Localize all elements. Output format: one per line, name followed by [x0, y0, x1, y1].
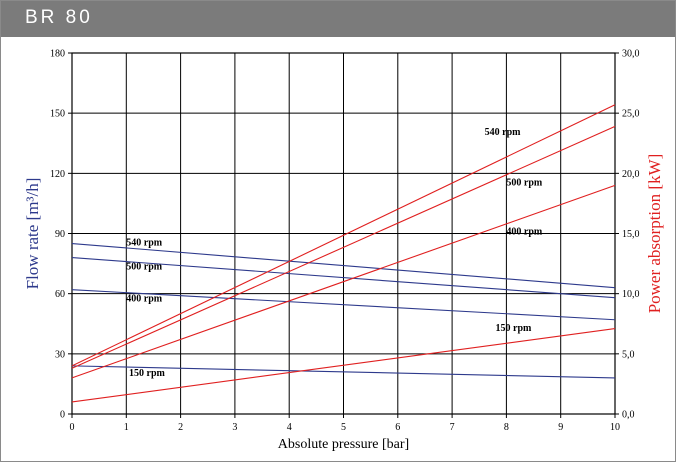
rpm-label-left: 400 rpm — [126, 294, 163, 305]
x-tick-label: 2 — [178, 422, 183, 433]
y-right-tick-label: 25,0 — [622, 109, 640, 120]
y-right-tick-label: 15,0 — [622, 229, 640, 240]
power-line-540-rpm — [71, 104, 616, 367]
y-right-axis-title: Power absorption [kW] — [645, 154, 664, 314]
rpm-label-right: 540 rpm — [485, 127, 522, 138]
y-left-tick-label: 150 — [50, 109, 65, 120]
y-left-tick-label: 120 — [50, 169, 65, 180]
rpm-label-left: 150 rpm — [129, 368, 166, 379]
x-tick-label: 1 — [124, 422, 129, 433]
x-tick-label: 0 — [70, 422, 75, 433]
x-tick-label: 3 — [232, 422, 237, 433]
power-line-150-rpm — [71, 328, 616, 403]
flow-line-540-rpm — [71, 242, 616, 289]
y-left-tick-label: 60 — [55, 289, 65, 300]
y-left-tick-label: 0 — [60, 410, 65, 421]
rpm-label-right: 400 rpm — [506, 227, 543, 238]
chart-title: BR 80 — [25, 7, 93, 28]
x-tick-label: 4 — [287, 422, 292, 433]
y-right-tick-label: 5,0 — [622, 349, 635, 360]
y-right-tick-label: 10,0 — [622, 289, 640, 300]
x-tick-label: 7 — [450, 422, 455, 433]
x-tick-label: 6 — [395, 422, 400, 433]
rpm-label-left: 540 rpm — [126, 238, 163, 249]
x-tick-label: 5 — [341, 422, 346, 433]
rpm-label-left: 500 rpm — [126, 262, 163, 273]
y-left-tick-label: 180 — [50, 49, 65, 60]
rpm-label-right: 500 rpm — [506, 177, 543, 188]
flow-line-400-rpm — [71, 289, 616, 321]
y-right-tick-label: 0,0 — [622, 410, 635, 421]
power-line-500-rpm — [71, 125, 616, 369]
x-tick-label: 10 — [610, 422, 620, 433]
y-right-tick-label: 30,0 — [622, 49, 640, 60]
x-tick-label: 8 — [504, 422, 509, 433]
rpm-label-right: 150 rpm — [496, 323, 533, 334]
y-left-axis-title: Flow rate [m³/h] — [23, 178, 42, 290]
flow-line-150-rpm — [71, 365, 616, 379]
title-bar: BR 80 — [1, 1, 675, 37]
power-line-400-rpm — [71, 184, 616, 379]
x-axis-title: Absolute pressure [bar] — [278, 437, 409, 452]
y-right-tick-label: 20,0 — [622, 169, 640, 180]
x-tick-label: 9 — [558, 422, 563, 433]
flow-line-500-rpm — [71, 257, 616, 299]
y-left-tick-label: 90 — [55, 229, 65, 240]
y-left-tick-label: 30 — [55, 349, 65, 360]
